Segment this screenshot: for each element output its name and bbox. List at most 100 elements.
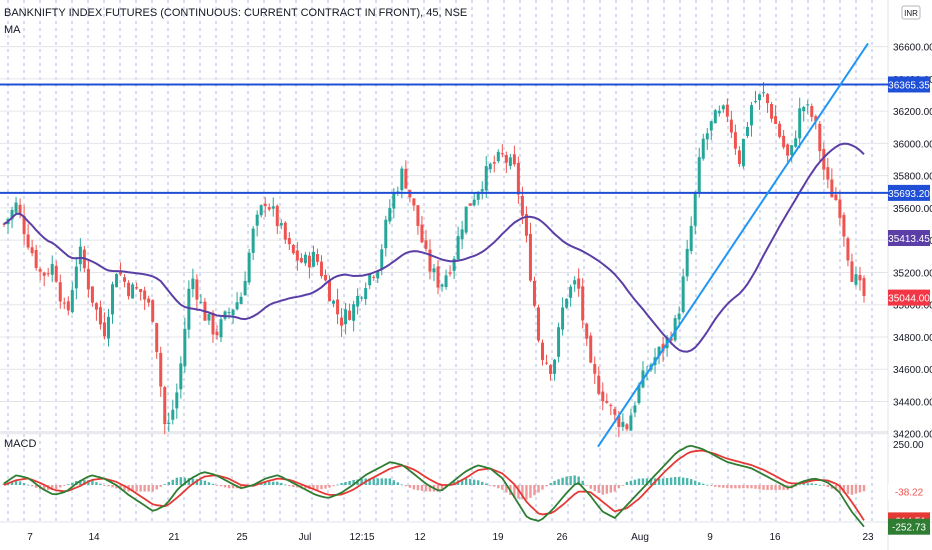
candle-body	[701, 138, 705, 159]
macd-histogram-bar	[288, 485, 291, 487]
candle-body	[263, 203, 267, 207]
candle-body	[733, 132, 737, 149]
macd-histogram-bar	[665, 478, 669, 485]
candle-body	[834, 194, 838, 201]
macd-histogram-bar	[609, 485, 613, 493]
candle-body	[279, 223, 283, 226]
macd-pane-label[interactable]: MACD	[4, 438, 36, 450]
price-tag-last[interactable]: 35044.00	[888, 289, 930, 306]
currency-badge[interactable]: INR	[901, 5, 921, 20]
candle-body	[749, 105, 753, 126]
candle-body	[476, 191, 480, 200]
macd-histogram-bar	[231, 485, 235, 489]
candle-body	[372, 276, 376, 278]
candle-body	[553, 359, 557, 374]
candle-body	[227, 312, 231, 314]
ascending-trendline[interactable]	[597, 42, 869, 448]
candle-body	[625, 424, 629, 430]
candle-body	[697, 157, 701, 193]
candle-body	[778, 123, 782, 137]
candle-body	[420, 224, 424, 243]
macd-histogram-bar	[420, 485, 424, 491]
price-tag-last-bg	[888, 289, 930, 306]
candle-body	[766, 94, 770, 104]
moving-average-line	[3, 142, 865, 353]
candle-body	[207, 313, 211, 321]
macd-histogram-bar	[854, 485, 858, 494]
macd-histogram-bar	[802, 483, 805, 485]
candle-body	[412, 198, 416, 206]
price-tick-label: 34600.00	[893, 365, 932, 376]
candle-body	[729, 119, 733, 133]
macd-histogram-bar	[754, 485, 757, 489]
price-tag-support-text: 35693.20	[888, 189, 930, 200]
macd-histogram-bar	[292, 485, 295, 488]
price-tick-label: 35200.00	[893, 268, 932, 279]
macd-histogram-bar	[34, 485, 38, 488]
time-tick-label: 26	[556, 532, 568, 543]
macd-histogram-bar	[625, 481, 629, 485]
price-tick-label: 36200.00	[893, 107, 932, 118]
candle-body	[456, 236, 460, 260]
candle-body	[139, 288, 143, 293]
macd-histogram-bar	[360, 478, 363, 485]
macd-histogram-bar	[557, 479, 560, 485]
macd-histogram-bar	[501, 485, 504, 490]
candle-body	[155, 323, 159, 353]
candle-body	[721, 105, 725, 110]
candle-body	[102, 322, 106, 337]
indicator-label[interactable]: MA	[4, 24, 21, 36]
macd-histogram-bar	[191, 478, 195, 485]
candle-body	[404, 168, 408, 189]
time-tick-label: 21	[168, 532, 180, 543]
candle-body	[496, 151, 500, 162]
candle-body	[520, 195, 524, 216]
candle-body	[452, 258, 456, 271]
macd-histogram-bar	[147, 485, 150, 492]
macd-histogram-bar	[264, 481, 267, 485]
macd-histogram-bar	[553, 480, 556, 485]
candle-body	[90, 286, 94, 303]
candle-body	[605, 400, 609, 403]
candle-body	[717, 110, 721, 114]
time-tick-label: Aug	[631, 532, 649, 543]
candle-body	[448, 272, 452, 274]
candle-body	[380, 249, 384, 270]
macd-tag-histogram[interactable]: -38.22	[888, 483, 930, 500]
macd-histogram-bar	[629, 480, 633, 485]
macd-histogram-bar	[722, 485, 725, 488]
candle-body	[569, 286, 573, 298]
candle-body	[786, 144, 790, 156]
macd-histogram-bar	[63, 485, 66, 486]
macd-histogram-bar	[408, 485, 412, 488]
candle-body	[549, 365, 553, 374]
candle-body	[388, 208, 392, 222]
candle-body	[468, 203, 472, 206]
candle-body	[669, 338, 673, 341]
macd-histogram-bar	[380, 478, 383, 485]
macd-histogram-bar	[272, 481, 275, 485]
macd-histogram-bar	[533, 485, 536, 496]
macd-histogram-bar	[167, 481, 170, 485]
macd-signal-line	[3, 449, 865, 521]
macd-histogram-bar	[858, 485, 862, 493]
candle-body	[500, 153, 504, 155]
macd-histogram-bar	[207, 482, 211, 485]
candle-body	[770, 104, 774, 119]
candle-body	[307, 255, 311, 268]
macd-histogram-bar	[517, 485, 520, 499]
macd-histogram-bar	[577, 476, 580, 485]
macd-histogram-bar	[545, 485, 548, 487]
macd-histogram-bar	[392, 480, 396, 485]
macd-tag-macd[interactable]: -252.73	[888, 518, 930, 535]
candle-body	[794, 138, 798, 147]
macd-histogram-bar	[605, 485, 609, 494]
candle-body	[745, 126, 749, 136]
currency-label: INR	[904, 9, 918, 18]
candle-body	[364, 288, 368, 300]
price-tag-ma[interactable]: 35413.45	[888, 230, 930, 247]
price-tag-support[interactable]: 35693.20	[888, 184, 930, 201]
price-tag-resistance[interactable]: 36365.35	[888, 76, 930, 93]
candle-body	[267, 207, 271, 210]
